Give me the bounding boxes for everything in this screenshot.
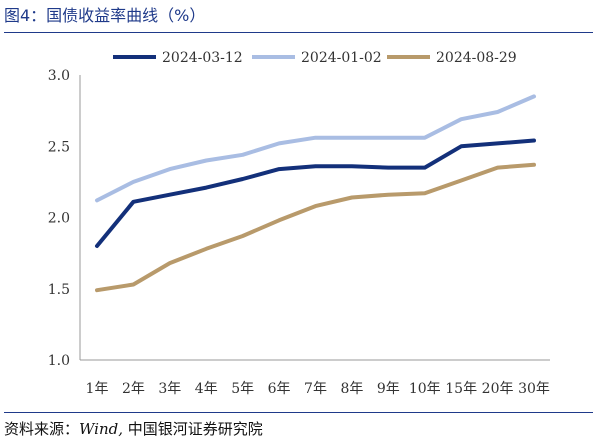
source-brand: Wind, — [79, 420, 123, 438]
legend-label: 2024-08-29 — [436, 50, 517, 66]
series-line-2024-01-02 — [95, 94, 536, 203]
axes — [79, 75, 550, 361]
x-tick-label: 6年 — [268, 381, 291, 397]
y-tick-label: 2.0 — [48, 211, 70, 227]
chart-title: 图4：国债收益率曲线（%） — [4, 6, 206, 25]
x-tick-label: 9年 — [377, 381, 400, 397]
legend-label: 2024-03-12 — [162, 50, 243, 66]
legend-label: 2024-01-02 — [301, 50, 382, 66]
x-tick-label: 20年 — [482, 381, 514, 397]
legend: 2024-03-12 2024-01-02 2024-08-29 — [113, 50, 517, 66]
source-prefix: 资料来源： — [4, 420, 80, 438]
y-tick-label: 1.5 — [48, 282, 70, 298]
source-org: 中国银河证券研究院 — [127, 420, 263, 438]
source-note: 资料来源：Wind, 中国银河证券研究院 — [4, 418, 263, 439]
series-line-2024-03-12 — [95, 138, 536, 248]
top-divider — [4, 32, 593, 33]
x-tick-label: 1年 — [86, 381, 109, 397]
y-tick-label: 2.5 — [48, 139, 70, 155]
y-tick-label: 3.0 — [48, 68, 70, 84]
x-tick-label: 7年 — [304, 381, 327, 397]
x-tick-label: 3年 — [158, 381, 181, 397]
x-tick-label: 30年 — [518, 381, 550, 397]
y-tick-label: 1.0 — [48, 353, 70, 369]
series-line-2024-08-29 — [95, 162, 536, 293]
tick-labels: 1.0 1.5 2.0 2.5 3.0 1年 2年 3年 4年 5年 6年 7年 8年 9年 10年 15年 2… — [48, 68, 550, 397]
bottom-divider — [4, 412, 593, 413]
x-tick-label: 4年 — [195, 381, 218, 397]
x-tick-label: 15年 — [445, 381, 477, 397]
x-tick-label: 8年 — [340, 381, 363, 397]
x-tick-label: 5年 — [231, 381, 254, 397]
series-lines — [95, 94, 536, 293]
x-tick-label: 2年 — [122, 381, 145, 397]
x-tick-label: 10年 — [409, 381, 441, 397]
